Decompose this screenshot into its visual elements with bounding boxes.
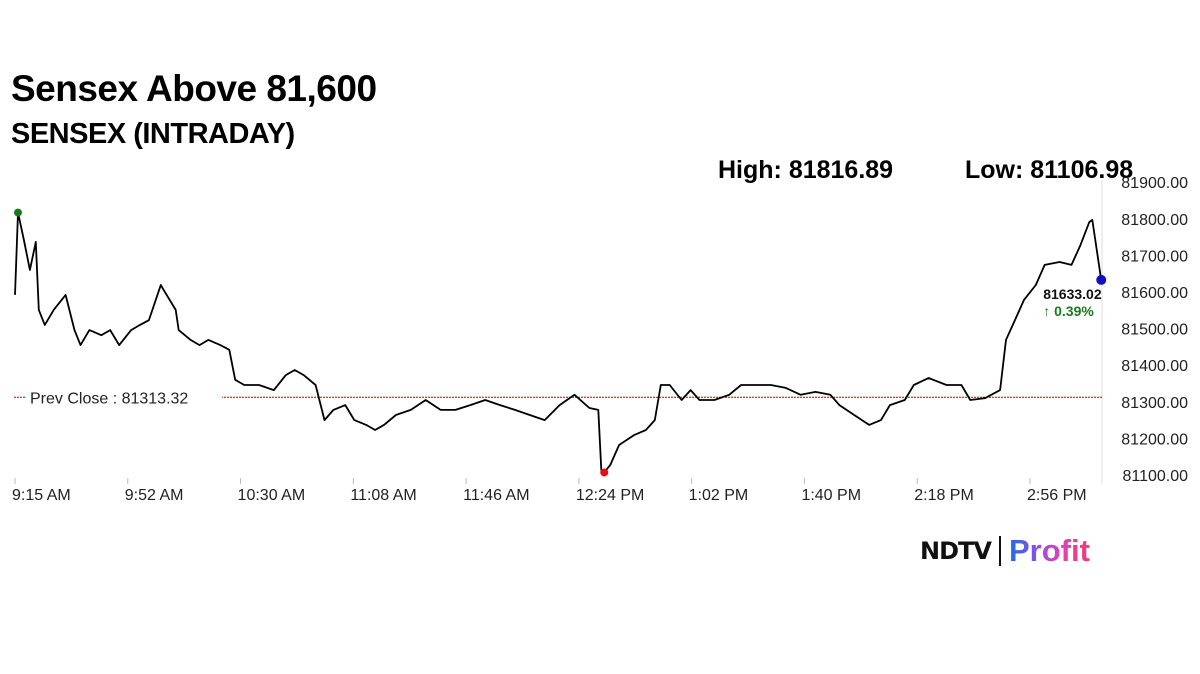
y-tick-label: 81400.00	[1121, 358, 1188, 375]
x-tick-label: 2:56 PM	[1027, 487, 1087, 504]
x-tick-label: 1:40 PM	[801, 487, 861, 504]
x-tick-label: 11:46 AM	[463, 487, 529, 504]
y-tick-label: 81100.00	[1122, 468, 1188, 485]
low-label: Low: 81106.98	[965, 156, 1134, 184]
last-value-label: 81633.02	[1043, 286, 1102, 302]
high-marker	[13, 208, 22, 217]
x-tick-label: 12:24 PM	[576, 487, 644, 504]
y-tick-label: 81600.00	[1121, 285, 1188, 302]
prev-close-label: Prev Close : 81313.32	[30, 390, 188, 407]
x-tick-label: 9:52 AM	[125, 487, 184, 504]
logo-divider	[998, 536, 1001, 566]
x-tick-label: 1:02 PM	[689, 487, 749, 504]
ndtv-profit-logo: NDTV Profit	[920, 533, 1090, 569]
x-tick-label: 9:15 AM	[12, 487, 71, 504]
y-tick-label: 81300.00	[1121, 395, 1188, 412]
low-marker	[600, 468, 609, 477]
high-label: High: 81816.89	[718, 156, 894, 184]
y-tick-label: 81200.00	[1121, 431, 1188, 448]
logo-product: Profit	[1008, 533, 1090, 568]
series-line	[14, 211, 1103, 474]
x-tick-label: 10:30 AM	[238, 487, 306, 504]
y-tick-label: 81500.00	[1121, 322, 1188, 339]
logo-brand: NDTV	[920, 537, 992, 565]
chart-title: Sensex Above 81,600	[11, 68, 377, 109]
x-tick-label: 2:18 PM	[914, 487, 974, 504]
y-tick-label: 81800.00	[1121, 212, 1188, 229]
chart-subtitle: SENSEX (INTRADAY)	[11, 118, 295, 150]
change-label: ↑ 0.39%	[1043, 303, 1094, 319]
y-tick-label: 81900.00	[1121, 175, 1188, 192]
y-tick-label: 81700.00	[1121, 248, 1188, 265]
last-marker	[1096, 274, 1107, 285]
x-tick-label: 11:08 AM	[350, 487, 416, 504]
